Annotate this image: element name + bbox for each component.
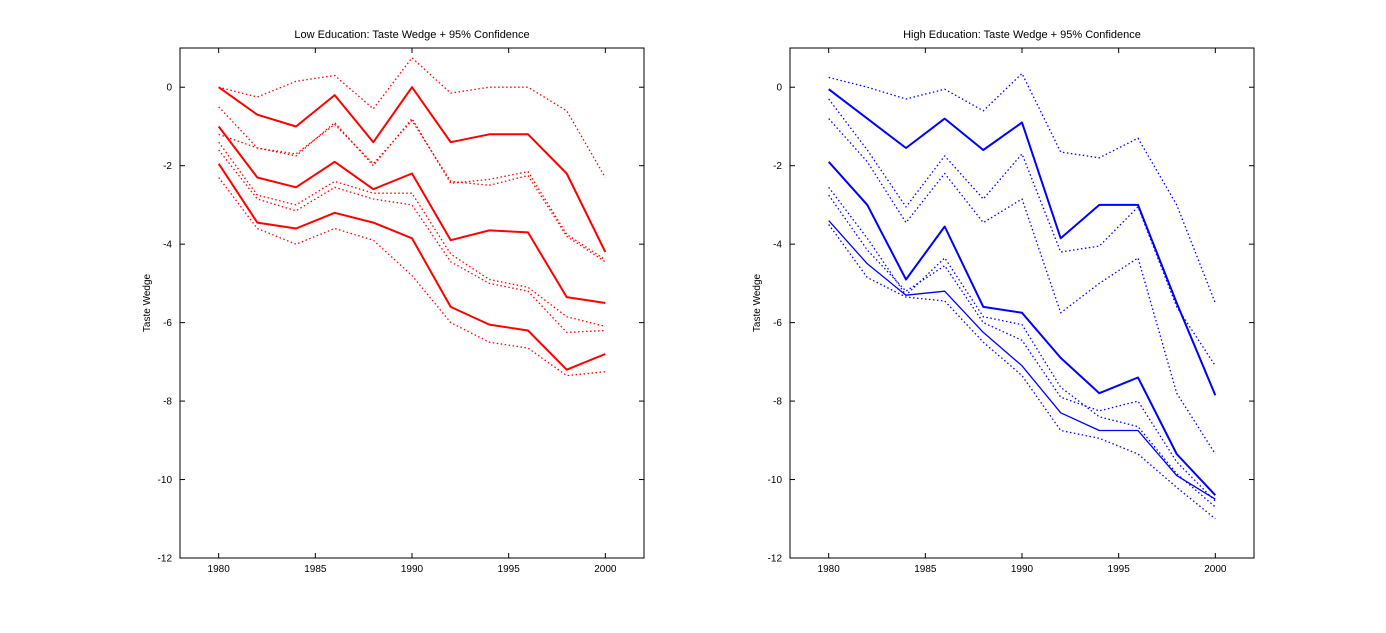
high-education-chart: High Education: Taste Wedge + 95% Confid… [752, 29, 1255, 575]
chart-title: High Education: Taste Wedge + 95% Confid… [903, 29, 1141, 41]
x-tick-label: 1995 [1108, 564, 1131, 575]
series-line-5-dotted [828, 98, 1216, 367]
y-axis-label: Taste Wedge [142, 273, 153, 332]
y-tick-label: -4 [773, 240, 782, 251]
chart-title: Low Education: Taste Wedge + 95% Confide… [294, 29, 529, 41]
y-tick-label: -6 [773, 318, 782, 329]
x-tick-label: 2000 [594, 564, 617, 575]
series-line-7-dotted [218, 149, 606, 334]
x-tick-label: 1985 [914, 564, 937, 575]
series-line-4-solid [217, 125, 606, 304]
low-education-chart: Low Education: Taste Wedge + 95% Confide… [142, 29, 645, 575]
x-tick-label: 1985 [304, 564, 327, 575]
y-tick-label: -2 [163, 161, 172, 172]
y-tick-label: -10 [768, 475, 783, 486]
y-tick-label: -8 [163, 397, 172, 408]
axes: 1980 1985 1990 1995 2000 -12 -10 -8 -6 -4 -2 0 [158, 47, 645, 575]
series-line-7-dotted [828, 194, 1216, 502]
x-tick-label: 2000 [1204, 564, 1227, 575]
series-lines [827, 72, 1217, 520]
y-tick-label: -10 [158, 475, 173, 486]
series-line-9-dotted [218, 177, 606, 377]
series-line-3-dotted [828, 118, 1216, 455]
series-line-5-dotted [218, 117, 606, 261]
x-tick-label: 1980 [818, 564, 841, 575]
series-line-2-dotted [218, 57, 606, 178]
series-line-8-solid [217, 163, 606, 371]
series-line-3-dotted [218, 106, 606, 263]
x-tick-label: 1980 [208, 564, 231, 575]
x-tick-label: 1995 [498, 564, 521, 575]
y-axis-label: Taste Wedge [752, 273, 763, 332]
plot-frame [179, 47, 645, 559]
series-line-9-dotted [828, 224, 1216, 520]
series-line-1-solid [218, 86, 607, 253]
series-line-6-dotted [218, 141, 606, 328]
series-line-4-solid [827, 161, 1217, 496]
y-tick-label: -6 [163, 318, 172, 329]
y-tick-label: -12 [158, 554, 173, 565]
y-tick-label: -2 [773, 161, 782, 172]
axes: 1980 1985 1990 1995 2000 -12 -10 -8 -6 -4 -2 0 [768, 47, 1255, 575]
x-tick-label: 1990 [401, 564, 424, 575]
series-line-1-solid [828, 88, 1217, 396]
y-tick-label: -8 [773, 397, 782, 408]
y-tick-label: 0 [166, 83, 172, 94]
series-line-2-dotted [828, 72, 1216, 304]
y-tick-label: -12 [768, 554, 783, 565]
series-line-8-solid [828, 220, 1216, 500]
series-lines [217, 57, 607, 377]
series-line-6-dotted [828, 186, 1216, 508]
x-tick-label: 1990 [1011, 564, 1034, 575]
y-tick-label: -4 [163, 240, 172, 251]
y-tick-label: 0 [776, 83, 782, 94]
